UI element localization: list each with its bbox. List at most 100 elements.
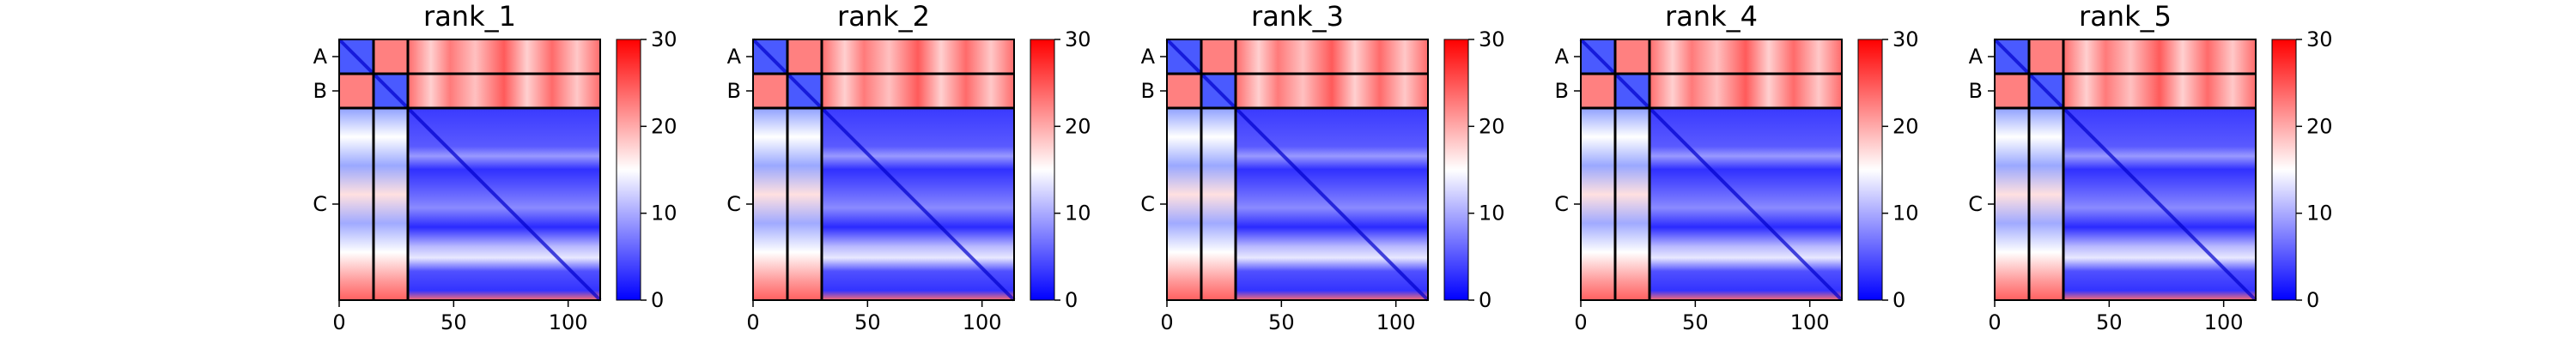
plot-frame: [1994, 39, 2257, 301]
colorbar-tick-label: 30: [1893, 27, 1919, 51]
heatmap-block-B-C: [822, 74, 1014, 108]
panel-title: rank_2: [837, 0, 930, 33]
heatmap-block-A-C: [408, 39, 600, 74]
chain-label-C: C: [1140, 192, 1155, 216]
heatmap-block-B-C: [2063, 74, 2256, 108]
colorbar: [616, 39, 641, 301]
pae-panel-2: rank_2 AB C 0 50 100 0 10 20 30: [726, 0, 1091, 334]
heatmap-block-A-C: [2063, 39, 2256, 74]
x-tick-label: 50: [1682, 310, 1709, 334]
x-tick-label: 0: [1988, 310, 2001, 334]
chain-label-C: C: [726, 192, 741, 216]
heatmap: [337, 38, 602, 302]
panel-title: rank_5: [2079, 0, 2172, 33]
colorbar: [1030, 39, 1055, 301]
x-tick-label: 50: [1268, 310, 1295, 334]
pae-panel-3: rank_3 AB C 0 50 100 0 10 20 30: [1140, 0, 1504, 334]
colorbar-tick-label: 10: [1479, 202, 1505, 226]
heatmap-block-C-B: [2029, 108, 2063, 300]
colorbar-tick-label: 20: [1893, 114, 1919, 138]
colorbar-tick-label: 10: [1893, 202, 1919, 226]
chain-label-B: B: [1141, 79, 1155, 103]
colorbar-tick-label: 30: [2306, 27, 2333, 51]
plot-frame: [338, 39, 601, 301]
chain-label-C: C: [1554, 192, 1569, 216]
x-tick-label: 0: [1160, 310, 1173, 334]
heatmap-block-B-A: [1581, 74, 1615, 108]
chain-label-A: A: [1555, 45, 1570, 69]
heatmap-block-A-B: [1201, 39, 1236, 74]
heatmap-diagonal: [1579, 38, 1844, 302]
colorbar-tick-label: 30: [651, 27, 677, 51]
colorbar-tick-label: 20: [651, 114, 677, 138]
panel-title: rank_1: [423, 0, 516, 33]
colorbar-tick-label: 10: [2306, 202, 2333, 226]
chain-label-C: C: [1968, 192, 1983, 216]
chain-label-B: B: [727, 79, 741, 103]
x-tick-label: 0: [332, 310, 345, 334]
chain-label-B: B: [1969, 79, 1983, 103]
heatmap-block-C-A: [339, 108, 374, 300]
heatmap-block-B-A: [339, 74, 374, 108]
colorbar-tick-label: 20: [1479, 114, 1505, 138]
heatmap-block-C-B: [1615, 108, 1649, 300]
heatmap-diagonal: [337, 38, 602, 302]
heatmap-block-A-B: [374, 39, 408, 74]
x-tick-label: 100: [963, 310, 1002, 334]
heatmap: [1993, 38, 2257, 302]
colorbar-tick-label: 0: [1893, 288, 1905, 312]
x-tick-label: 50: [2096, 310, 2123, 334]
panel-title: rank_4: [1665, 0, 1758, 33]
heatmap-block-A-B: [1615, 39, 1649, 74]
chain-label-B: B: [313, 79, 327, 103]
heatmap: [751, 38, 1016, 302]
colorbar: [1443, 39, 1469, 301]
plot-frame: [1580, 39, 1843, 301]
colorbar-tick-label: 30: [1065, 27, 1091, 51]
x-tick-label: 100: [2204, 310, 2244, 334]
x-tick-label: 0: [746, 310, 759, 334]
pae-panel-4: rank_4 AB C 0 50 100 0 10 20 30: [1554, 0, 1918, 334]
plot-frame: [1166, 39, 1429, 301]
colorbar-tick-label: 30: [1479, 27, 1505, 51]
heatmap-block-A-B: [787, 39, 822, 74]
plot-frame: [752, 39, 1015, 301]
colorbar-tick-label: 10: [1065, 202, 1091, 226]
chain-label-A: A: [727, 45, 742, 69]
heatmap-block-A-C: [1649, 39, 1842, 74]
heatmap-block-C-A: [1167, 108, 1201, 300]
chain-label-B: B: [1555, 79, 1569, 103]
heatmap-block-C-A: [1581, 108, 1615, 300]
heatmap-block-C-A: [1995, 108, 2029, 300]
colorbar-tick-label: 0: [2306, 288, 2319, 312]
chain-label-A: A: [1141, 45, 1156, 69]
heatmap-block-C-B: [787, 108, 822, 300]
heatmap-block-C-B: [374, 108, 408, 300]
pae-panel-1: rank_1 AB C 0 50 100 0 10 20 30: [313, 0, 677, 334]
heatmap-block-C-A: [753, 108, 787, 300]
heatmap-block-B-A: [1167, 74, 1201, 108]
heatmap-block-C-B: [1201, 108, 1236, 300]
heatmap-diagonal: [1993, 38, 2257, 302]
colorbar: [2271, 39, 2297, 301]
colorbar-tick-label: 20: [1065, 114, 1091, 138]
x-tick-label: 50: [440, 310, 467, 334]
colorbar-tick-label: 10: [651, 202, 677, 226]
x-tick-label: 100: [1376, 310, 1416, 334]
heatmap-block-B-A: [1995, 74, 2029, 108]
colorbar: [1857, 39, 1883, 301]
heatmap-block-B-C: [1236, 74, 1428, 108]
heatmap-block-B-C: [408, 74, 600, 108]
chain-label-A: A: [313, 45, 328, 69]
heatmap-block-A-C: [1236, 39, 1428, 74]
x-tick-label: 0: [1574, 310, 1587, 334]
heatmap-block-B-C: [1649, 74, 1842, 108]
chain-label-A: A: [1969, 45, 1984, 69]
heatmap: [1165, 38, 1430, 302]
heatmap-block-A-C: [822, 39, 1014, 74]
pae-panel-5: rank_5 AB C 0 50 100 0 10 20 30: [1968, 0, 2332, 334]
heatmap-diagonal: [751, 38, 1016, 302]
x-tick-label: 100: [1790, 310, 1830, 334]
chain-label-C: C: [313, 192, 327, 216]
